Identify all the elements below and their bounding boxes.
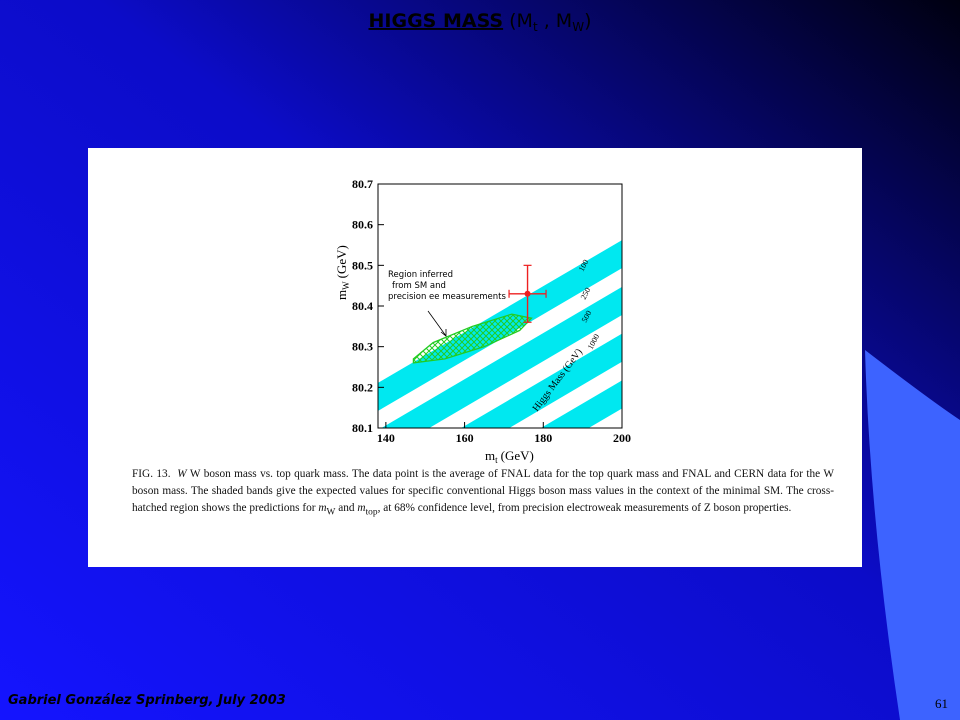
x-axis-label: mt (GeV): [485, 448, 534, 465]
y-label-main: m: [334, 290, 349, 300]
decoration: [865, 350, 960, 720]
caption-text: , at 68% confidence level, from precisio…: [377, 502, 792, 514]
y-tick-label: 80.3: [352, 340, 373, 354]
y-tick-label: 80.5: [352, 258, 373, 272]
x-label-unit: (GeV): [501, 448, 534, 463]
title-sub: t: [533, 20, 538, 34]
y-tick-label: 80.7: [352, 177, 373, 191]
higgs-band: [540, 380, 622, 428]
caption-label: FIG. 13.: [132, 468, 171, 480]
caption-sub: top: [365, 507, 378, 518]
y-tick-label: 80.1: [352, 421, 373, 435]
y-label-sub: W: [341, 281, 351, 290]
y-axis-label: mW (GeV): [334, 245, 351, 300]
caption-sym: m: [318, 502, 327, 514]
region: [412, 313, 533, 364]
x-label-main: m: [485, 448, 495, 463]
slide-title: HIGGS MASS (Mt , MW): [369, 10, 592, 34]
title-part: (M: [509, 10, 533, 32]
x-tick-label: 160: [456, 431, 474, 445]
y-tick-label: 80.6: [352, 218, 373, 232]
plot-area: [378, 240, 622, 428]
caption-text: and: [338, 502, 355, 514]
title-part: , M: [538, 10, 573, 32]
caption-sym: m: [357, 502, 366, 514]
caption-sub: W: [326, 507, 336, 518]
higgs-band: [461, 333, 622, 428]
x-tick-label: 180: [534, 431, 552, 445]
y-label-unit: (GeV): [334, 245, 349, 278]
x-tick-label: 200: [613, 431, 631, 445]
region-label: Region inferred: [388, 270, 453, 280]
caption-text: W boson mass vs. top quark mass. The dat…: [132, 468, 834, 514]
region-label: precision ee measurements: [388, 292, 507, 302]
higgs-band: [381, 286, 622, 428]
title-main: HIGGS MASS: [369, 10, 504, 32]
page-number: 61: [935, 696, 948, 711]
y-tick-label: 80.2: [352, 380, 373, 394]
figure-panel: [88, 148, 862, 567]
data-point: [524, 290, 531, 297]
footer: Gabriel González Sprinberg, July 2003: [8, 693, 286, 708]
title-sub: W: [572, 20, 584, 34]
x-tick-label: 140: [377, 431, 395, 445]
arrow: [427, 310, 447, 337]
region-label: from SM and: [392, 281, 446, 291]
x-label-sub: t: [495, 455, 498, 465]
title-part: ): [584, 10, 591, 32]
caption: FIG. 13. W W boson mass vs. top quark ma…: [132, 468, 834, 518]
y-tick-label: 80.4: [352, 299, 373, 313]
